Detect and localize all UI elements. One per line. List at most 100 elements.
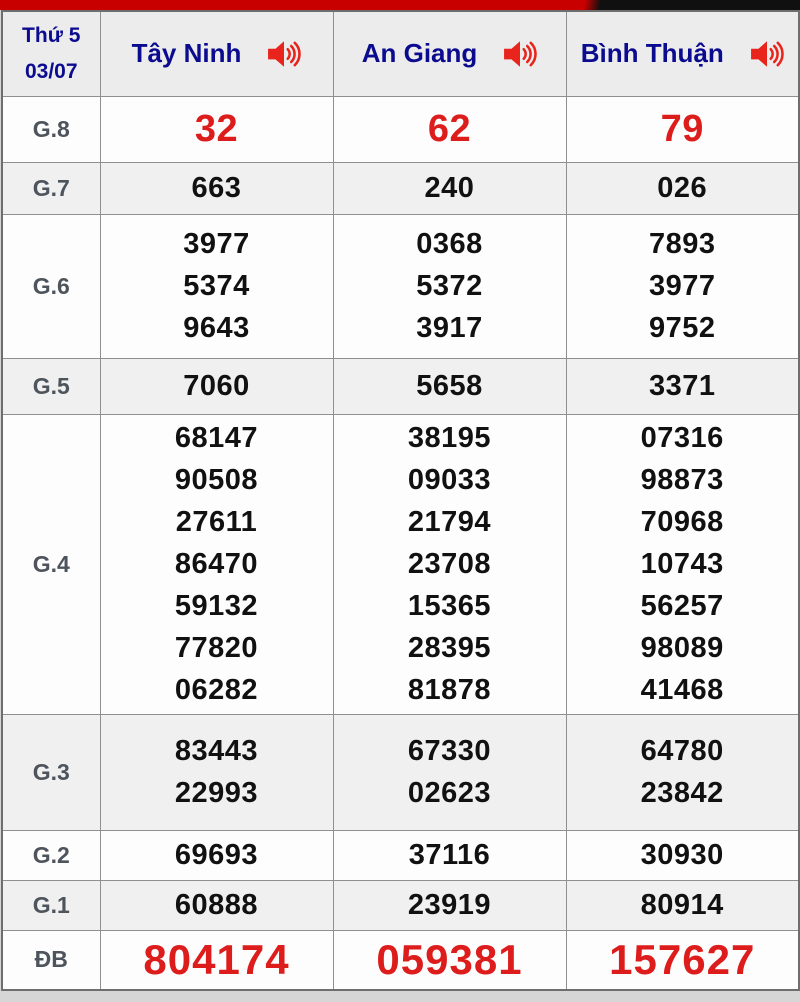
- prize-row-g5: G.5 7060 5658 3371: [1, 357, 800, 415]
- result-number: 06282: [174, 674, 259, 706]
- result-number: 98089: [640, 632, 724, 664]
- result-number: 30930: [640, 839, 724, 871]
- result-number: 83443: [174, 735, 259, 767]
- result-number: 3977: [183, 228, 250, 260]
- draw-date: 03/07: [24, 59, 78, 83]
- prize-label-db: ĐB: [1, 929, 101, 991]
- result-cell-g2-col1: 37116: [332, 829, 567, 881]
- result-number: 3371: [648, 370, 716, 402]
- prize-label-g5: G.5: [1, 357, 101, 415]
- prize-row-g7: G.7 663 240 026: [1, 161, 800, 215]
- speaker-icon[interactable]: [503, 40, 538, 68]
- result-number: 77820: [174, 632, 259, 664]
- result-number: 69693: [174, 839, 259, 871]
- prize-label-g6: G.6: [1, 213, 101, 359]
- speaker-icon[interactable]: [750, 40, 784, 68]
- result-number: 9752: [648, 312, 716, 344]
- result-cell-g6-col0: 3977 5374 9643: [99, 213, 334, 359]
- prize-row-g4: G.4 68147 90508 27611 86470 59132 77820 06282 38…: [1, 413, 800, 715]
- result-cell-g3-col1: 67330 02623: [332, 713, 567, 831]
- result-cell-g7-col2: 026: [565, 161, 800, 215]
- result-cell-g8-col1: 62: [332, 95, 567, 163]
- result-number: 62: [427, 108, 472, 150]
- result-number: 28395: [407, 632, 492, 664]
- result-number: 23708: [407, 548, 492, 580]
- result-cell-g3-col0: 83443 22993: [99, 713, 334, 831]
- result-number: 157627: [609, 935, 756, 983]
- result-cell-g7-col1: 240: [332, 161, 567, 215]
- result-number: 663: [191, 172, 242, 204]
- result-number: 90508: [174, 464, 259, 496]
- result-number: 32: [194, 108, 239, 150]
- province-header-tay-ninh: Tây Ninh: [99, 10, 334, 97]
- result-number: 86470: [174, 548, 259, 580]
- result-cell-g4-col1: 38195 09033 21794 23708 15365 28395 81878: [332, 413, 567, 715]
- result-cell-db-col1: 059381: [332, 929, 567, 991]
- province-name: Bình Thuận: [580, 38, 724, 69]
- lottery-results-table: Thứ 5 03/07 Tây Ninh: [1, 10, 800, 991]
- result-number: 5372: [416, 270, 483, 302]
- province-name: An Giang: [361, 38, 478, 69]
- result-number: 5658: [416, 370, 483, 402]
- result-number: 07316: [640, 422, 724, 454]
- result-number: 240: [424, 172, 475, 204]
- result-cell-g1-col0: 60888: [99, 879, 334, 931]
- result-cell-g5-col2: 3371: [565, 357, 800, 415]
- result-number: 60888: [174, 889, 259, 921]
- result-cell-g3-col2: 64780 23842: [565, 713, 800, 831]
- prize-label-g1: G.1: [1, 879, 101, 931]
- result-number: 7060: [183, 370, 250, 402]
- result-number: 0368: [416, 228, 483, 260]
- result-number: 79: [660, 108, 704, 150]
- result-number: 09033: [407, 464, 492, 496]
- result-cell-db-col0: 804174: [99, 929, 334, 991]
- result-number: 9643: [183, 312, 250, 344]
- result-number: 98873: [640, 464, 724, 496]
- result-cell-db-col2: 157627: [565, 929, 800, 991]
- result-cell-g8-col2: 79: [565, 95, 800, 163]
- result-cell-g5-col1: 5658: [332, 357, 567, 415]
- prize-label-g2: G.2: [1, 829, 101, 881]
- province-name: Tây Ninh: [131, 38, 242, 69]
- result-number: 3917: [416, 312, 483, 344]
- result-number: 80914: [640, 889, 724, 921]
- province-header-binh-thuan: Bình Thuận: [565, 10, 800, 97]
- prize-row-g3: G.3 83443 22993 67330 02623 64780 23842: [1, 713, 800, 831]
- province-header-an-giang: An Giang: [332, 10, 567, 97]
- result-number: 27611: [175, 506, 258, 538]
- header-row: Thứ 5 03/07 Tây Ninh: [1, 10, 800, 97]
- result-number: 81878: [407, 674, 492, 706]
- result-number: 67330: [407, 735, 492, 767]
- results-body: G.8 32 62 79 G.7 663 240 026 G.6 3977 5374 9643 0368…: [1, 95, 800, 991]
- top-accent-bar: [0, 0, 800, 10]
- result-number: 22993: [174, 777, 259, 809]
- result-cell-g1-col1: 23919: [332, 879, 567, 931]
- prize-row-g1: G.1 60888 23919 80914: [1, 879, 800, 931]
- prize-row-g8: G.8 32 62 79: [1, 95, 800, 163]
- prize-label-g8: G.8: [1, 95, 101, 163]
- result-number: 3977: [648, 270, 716, 302]
- result-number: 21794: [407, 506, 492, 538]
- prize-label-g7: G.7: [1, 161, 101, 215]
- speaker-icon[interactable]: [267, 40, 302, 68]
- result-cell-g2-col0: 69693: [99, 829, 334, 881]
- result-cell-g6-col1: 0368 5372 3917: [332, 213, 567, 359]
- prize-row-g6: G.6 3977 5374 9643 0368 5372 3917 7893 3977 9752: [1, 213, 800, 359]
- result-cell-g2-col2: 30930: [565, 829, 800, 881]
- result-number: 70968: [640, 506, 724, 538]
- result-number: 15365: [407, 590, 492, 622]
- result-number: 64780: [640, 735, 724, 767]
- result-cell-g6-col2: 7893 3977 9752: [565, 213, 800, 359]
- result-number: 56257: [640, 590, 724, 622]
- result-number: 38195: [407, 422, 492, 454]
- result-number: 10743: [640, 548, 724, 580]
- draw-date-cell: Thứ 5 03/07: [1, 10, 101, 97]
- result-cell-g7-col0: 663: [99, 161, 334, 215]
- result-number: 23842: [640, 777, 724, 809]
- result-cell-g8-col0: 32: [99, 95, 334, 163]
- result-cell-g4-col2: 07316 98873 70968 10743 56257 98089 41468: [565, 413, 800, 715]
- result-number: 23919: [407, 889, 492, 921]
- result-number: 59132: [174, 590, 259, 622]
- result-cell-g1-col2: 80914: [565, 879, 800, 931]
